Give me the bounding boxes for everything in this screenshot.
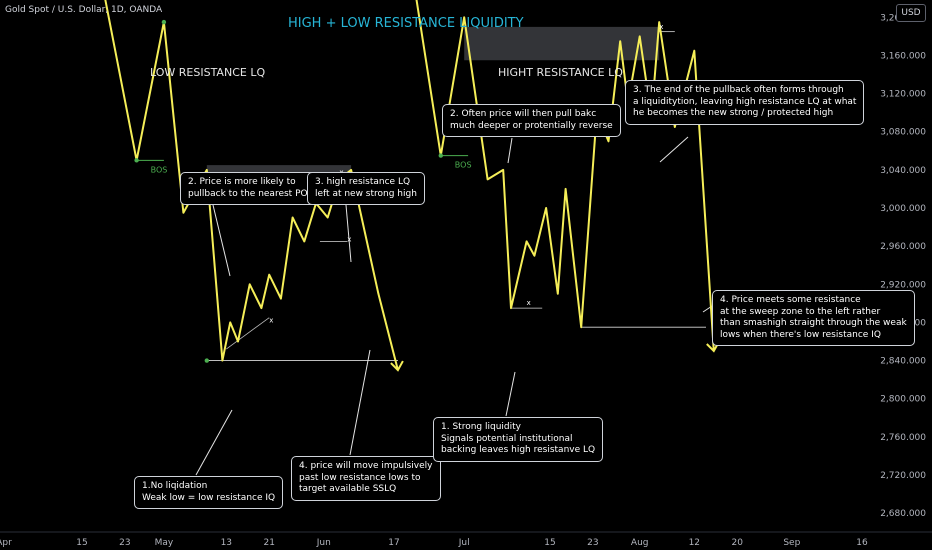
x-tick-label: Sep <box>783 538 800 548</box>
swing-dot-4 <box>438 153 443 158</box>
x-tick-label: 23 <box>119 538 130 548</box>
subtitle-right: HIGHT RESISTANCE LQ <box>498 66 623 79</box>
subtitle-left: LOW RESISTANCE LQ <box>150 66 266 79</box>
note-connector-2 <box>212 204 231 277</box>
x-tick-label: Aug <box>631 538 649 548</box>
price-series-2 <box>415 0 715 352</box>
x-tick-label: 15 <box>544 538 555 548</box>
y-tick-label: 3,120.000 <box>880 90 926 100</box>
zones-layer <box>206 26 660 197</box>
x-tick-label: 17 <box>388 538 399 548</box>
y-tick-label: 3,040.000 <box>880 166 926 176</box>
note-connector-5 <box>507 137 513 164</box>
note-connector-6 <box>659 136 689 163</box>
y-axis: 3,360.0003,320.0003,280.0003,240.0003,20… <box>880 13 926 519</box>
y-tick-label: 3,000.000 <box>880 204 926 214</box>
currency-badge[interactable]: USD <box>896 4 926 22</box>
y-tick-label: 2,680.000 <box>880 509 926 519</box>
x-tick-label: 12 <box>689 538 700 548</box>
note-connector-7 <box>505 371 516 417</box>
cross-mark-4: x <box>527 299 531 307</box>
cross-mark-1: x <box>269 316 273 324</box>
x-tick-label: 13 <box>221 538 232 548</box>
x-tick-label: May <box>155 538 174 548</box>
arrow-head-1 <box>390 360 404 372</box>
note-no-liquidation: 1.No liqidation Weak low = low resistanc… <box>134 476 284 509</box>
x-tick-label: Apr <box>0 538 12 548</box>
swing-dot-2 <box>204 358 209 363</box>
y-tick-label: 2,960.000 <box>880 242 926 252</box>
x-axis: Apr 15 23 May 13 21 Jun 17 Jul 15 23 Aug 12 20 Sep 16 <box>0 538 868 548</box>
note-pullback-poi: 2. Price is more likely to pullback to t… <box>180 172 319 205</box>
cross-mark-3: x <box>347 235 351 243</box>
x-tick-label: 20 <box>731 538 743 548</box>
y-tick-label: 2,800.000 <box>880 395 926 405</box>
note-deeper-pullback: 2. Often price will then pull bakc much … <box>442 104 621 137</box>
x-tick-label: 21 <box>263 538 274 548</box>
note-impulsive-move: 4. price will move impulsively past low … <box>291 456 441 501</box>
swing-dot-1 <box>161 19 167 25</box>
note-connector-1 <box>195 409 233 476</box>
note-end-of-pullback: 3. The end of the pullback often forms t… <box>625 80 865 125</box>
x-tick-label: 23 <box>587 538 598 548</box>
note-strong-liquidity: 1. Strong liquidity Signals potential in… <box>433 417 604 462</box>
x-tick-label: Jun <box>316 538 331 548</box>
x-tick-label: 16 <box>856 538 868 548</box>
y-tick-label: 2,760.000 <box>880 433 926 443</box>
trend-hint-line <box>226 317 270 350</box>
chart-title: HIGH + LOW RESISTANCE LIQUIDITY <box>288 16 524 31</box>
y-tick-label: 2,720.000 <box>880 471 926 481</box>
cross-mark-5: x <box>659 23 663 31</box>
bos-label-2: BOS <box>455 161 472 170</box>
symbol-header: Gold Spot / U.S. Dollar, 1D, OANDA <box>5 5 163 15</box>
note-connector-4 <box>349 349 371 456</box>
swing-dot-3 <box>134 158 139 163</box>
note-high-resistance-left: 3. high resistance LQ left at new strong… <box>307 172 425 205</box>
y-tick-label: 2,840.000 <box>880 357 926 367</box>
note-meets-resistance: 4. Price meets some resistance at the sw… <box>712 290 915 346</box>
y-tick-label: 3,160.000 <box>880 51 926 61</box>
x-tick-label: 15 <box>76 538 87 548</box>
x-tick-label: Jul <box>458 538 470 548</box>
y-tick-label: 2,920.000 <box>880 280 926 290</box>
y-tick-label: 3,080.000 <box>880 128 926 138</box>
liquidity-zone-2 <box>464 26 660 61</box>
marks-layer: BOSBOSxxxxx <box>134 19 663 363</box>
bos-label-1: BOS <box>151 165 168 174</box>
note-connector-3 <box>345 204 352 263</box>
